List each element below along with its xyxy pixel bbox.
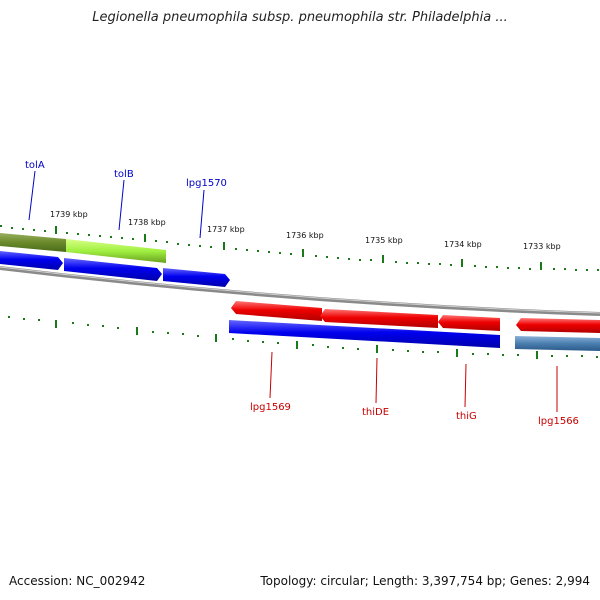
gene-label-lpg1569[interactable]: lpg1569 (250, 402, 291, 413)
outer-tick-ring (0, 225, 599, 271)
label-leaders-forward (28, 170, 205, 239)
tick-label-1739: 1739 kbp (50, 210, 88, 219)
tick-label-1735: 1735 kbp (365, 236, 403, 245)
tick-label-1738: 1738 kbp (128, 218, 166, 227)
accession-text: Accession: NC_002942 (9, 574, 146, 588)
genome-backbone (0, 266, 600, 316)
gene-arrow-lpg1570[interactable] (163, 268, 230, 287)
gene-arrow-lpg1569[interactable] (231, 301, 322, 321)
map-title: Legionella pneumophila subsp. pneumophil… (92, 10, 508, 25)
gene-arrow-thiG[interactable] (438, 315, 500, 331)
gene-arrow-lpg1566[interactable] (516, 318, 600, 333)
genome-backbone-highlight (0, 266, 600, 314)
outer-major-ticks (55, 226, 542, 270)
gene-label-thiDE[interactable]: thiDE (362, 407, 389, 418)
gene-label-lpg1566[interactable]: lpg1566 (538, 416, 579, 427)
tick-label-1737: 1737 kbp (207, 225, 245, 234)
tick-label-1736: 1736 kbp (286, 231, 324, 240)
gene-arrow-tolA[interactable] (0, 251, 63, 270)
gene-label-tolB[interactable]: tolB (114, 169, 134, 180)
gene-arrow-thiDE[interactable] (320, 309, 438, 328)
gene-feature-blue-lower[interactable] (229, 320, 500, 348)
gene-feature-green[interactable] (66, 239, 166, 263)
gene-label-thiG[interactable]: thiG (456, 411, 477, 422)
tick-label-1733: 1733 kbp (523, 242, 561, 251)
topology-summary: Topology: circular; Length: 3,397,754 bp… (260, 574, 590, 588)
gene-arrow-tolB[interactable] (64, 258, 162, 281)
label-leaders-reverse (269, 351, 558, 412)
tick-label-1734: 1734 kbp (444, 240, 482, 249)
inner-tick-ring (8, 316, 598, 358)
gene-label-lpg1570[interactable]: lpg1570 (186, 178, 227, 189)
inner-major-ticks (55, 320, 538, 359)
gene-label-tolA[interactable]: tolA (25, 160, 45, 171)
gene-feature-steelblue[interactable] (515, 336, 600, 351)
gene-feature-darkgreen[interactable] (0, 233, 66, 252)
